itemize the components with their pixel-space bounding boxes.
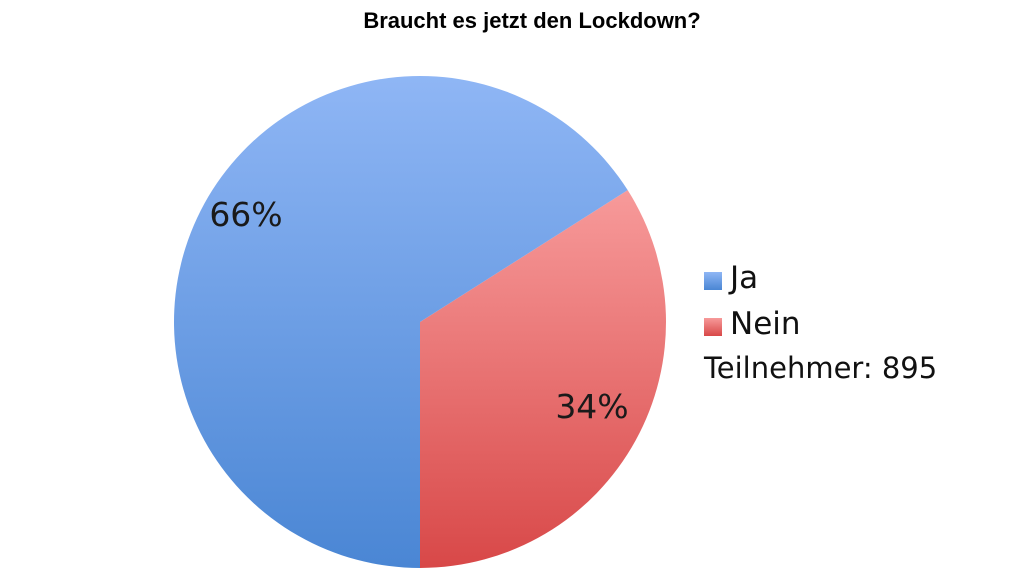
pie-slice-ja <box>173 75 628 568</box>
legend-swatch-nein <box>704 318 722 336</box>
legend-item-nein: Nein <box>704 301 937 347</box>
participants-note: Teilnehmer: 895 <box>704 351 938 385</box>
legend-item-ja: Ja <box>704 255 937 301</box>
legend-label-ja: Ja <box>730 260 759 296</box>
data-label-nein: 34% <box>555 387 628 426</box>
legend-swatch-ja <box>704 272 722 290</box>
data-label-ja: 66% <box>209 195 282 234</box>
pie-slice-nein <box>420 190 666 568</box>
chart-title: Braucht es jetzt den Lockdown? <box>363 8 701 33</box>
legend: Ja Nein Teilnehmer: 895 <box>704 255 937 385</box>
legend-label-nein: Nein <box>730 306 801 342</box>
